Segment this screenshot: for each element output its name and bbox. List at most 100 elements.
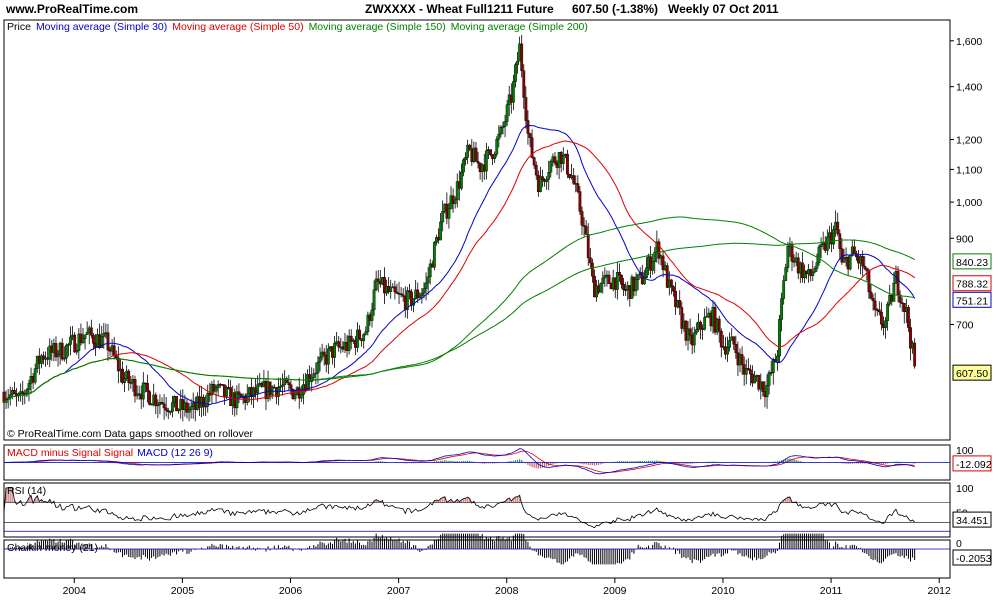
candle-body xyxy=(366,314,370,333)
candle-body xyxy=(206,392,210,407)
candle-body xyxy=(861,256,865,267)
last-price-label: 607.50 xyxy=(956,368,988,380)
candle-body xyxy=(64,344,68,359)
price-ytick-label: 1,000 xyxy=(956,197,982,209)
candle-body xyxy=(464,157,467,161)
macd-last-value-box xyxy=(952,455,992,472)
candle-body xyxy=(455,181,459,201)
candle-body xyxy=(545,179,549,182)
candle-body xyxy=(141,382,145,400)
candle-body xyxy=(865,268,869,272)
candle-body xyxy=(214,387,218,392)
candle-body xyxy=(166,410,170,413)
rsi-panel xyxy=(3,482,951,538)
candle-body xyxy=(27,383,31,391)
candle-body xyxy=(81,338,85,344)
candle-body xyxy=(493,153,497,159)
candle-body xyxy=(23,393,27,395)
chaikin-legend-item: Chaikin money (21) xyxy=(7,542,98,554)
candle-body xyxy=(511,81,515,103)
ma-line-50 xyxy=(3,140,916,403)
candle-body xyxy=(318,356,322,363)
candle-body xyxy=(784,267,788,281)
candle-body xyxy=(740,354,744,365)
candle-body xyxy=(817,246,821,263)
candle-body xyxy=(645,267,648,278)
candle-body xyxy=(561,155,565,164)
candle-body xyxy=(586,234,590,258)
candle-body xyxy=(838,233,842,249)
candle-body xyxy=(726,347,729,355)
price-legend-item: Moving average (Simple 200) xyxy=(451,21,588,33)
candle-body xyxy=(281,384,285,387)
price-legend-item: Moving average (Simple 30) xyxy=(36,21,167,33)
candle-body xyxy=(272,386,276,389)
candle-body xyxy=(530,137,534,158)
candle-body xyxy=(428,263,432,278)
candle-body xyxy=(370,309,374,321)
candle-body xyxy=(813,268,817,273)
candle-body xyxy=(526,120,530,134)
candle-body xyxy=(547,172,551,180)
candle-body xyxy=(424,282,428,289)
candle-body xyxy=(312,373,316,378)
candle-body xyxy=(765,385,769,398)
candle-body xyxy=(412,298,415,306)
candle-body xyxy=(694,329,698,334)
candle-body xyxy=(349,335,353,342)
candle-body xyxy=(123,378,126,383)
macd-legend-item: MACD minus Signal Signal xyxy=(7,447,133,459)
price-ytick-label: 900 xyxy=(956,233,974,245)
candle-body xyxy=(549,161,553,173)
candle-body xyxy=(83,334,87,339)
candle-body xyxy=(293,394,297,400)
candle-body xyxy=(426,276,430,284)
candle-body xyxy=(285,378,289,383)
candle-body xyxy=(462,159,465,173)
ma-value-150: 840.23 xyxy=(956,257,988,269)
site-name: www.ProRealTime.com xyxy=(5,2,138,16)
candle-body xyxy=(314,372,318,375)
candle-body xyxy=(601,277,605,284)
candle-body xyxy=(297,387,301,399)
candle-body xyxy=(578,191,582,212)
candle-body xyxy=(362,334,366,342)
candle-body xyxy=(746,368,750,370)
candle-body xyxy=(204,405,208,408)
candle-body xyxy=(534,165,538,176)
candle-body xyxy=(661,255,665,271)
candle-body xyxy=(539,176,542,193)
candle-body xyxy=(287,382,291,386)
candle-body xyxy=(669,279,673,287)
candle-body xyxy=(33,368,37,383)
candle-body xyxy=(879,311,883,325)
candle-body xyxy=(840,248,844,263)
candle-body xyxy=(576,183,580,192)
candle-body xyxy=(505,104,509,122)
candle-body xyxy=(121,368,124,383)
candle-body xyxy=(235,391,239,409)
candle-body xyxy=(337,341,341,348)
quote: 607.50 (-1.38%) xyxy=(572,2,658,16)
candle-body xyxy=(127,370,131,383)
candle-body xyxy=(786,245,790,268)
candle-body xyxy=(907,307,910,328)
candle-body xyxy=(832,229,835,245)
candle-body xyxy=(653,251,657,262)
candle-body xyxy=(732,336,736,345)
candle-body xyxy=(156,404,160,407)
xtick-label: 2011 xyxy=(820,585,843,597)
candle-body xyxy=(389,287,393,292)
candle-body xyxy=(418,295,422,299)
candle-body xyxy=(333,343,336,358)
price-legend-item: Moving average (Simple 150) xyxy=(309,21,446,33)
chaikin-last-value-box xyxy=(952,549,992,566)
candle-body xyxy=(451,195,455,204)
candle-body xyxy=(636,274,640,280)
candle-body xyxy=(60,342,64,360)
chaikin-panel xyxy=(3,539,951,579)
candle-body xyxy=(12,389,16,394)
candle-body xyxy=(399,293,403,296)
candle-body xyxy=(532,157,536,166)
